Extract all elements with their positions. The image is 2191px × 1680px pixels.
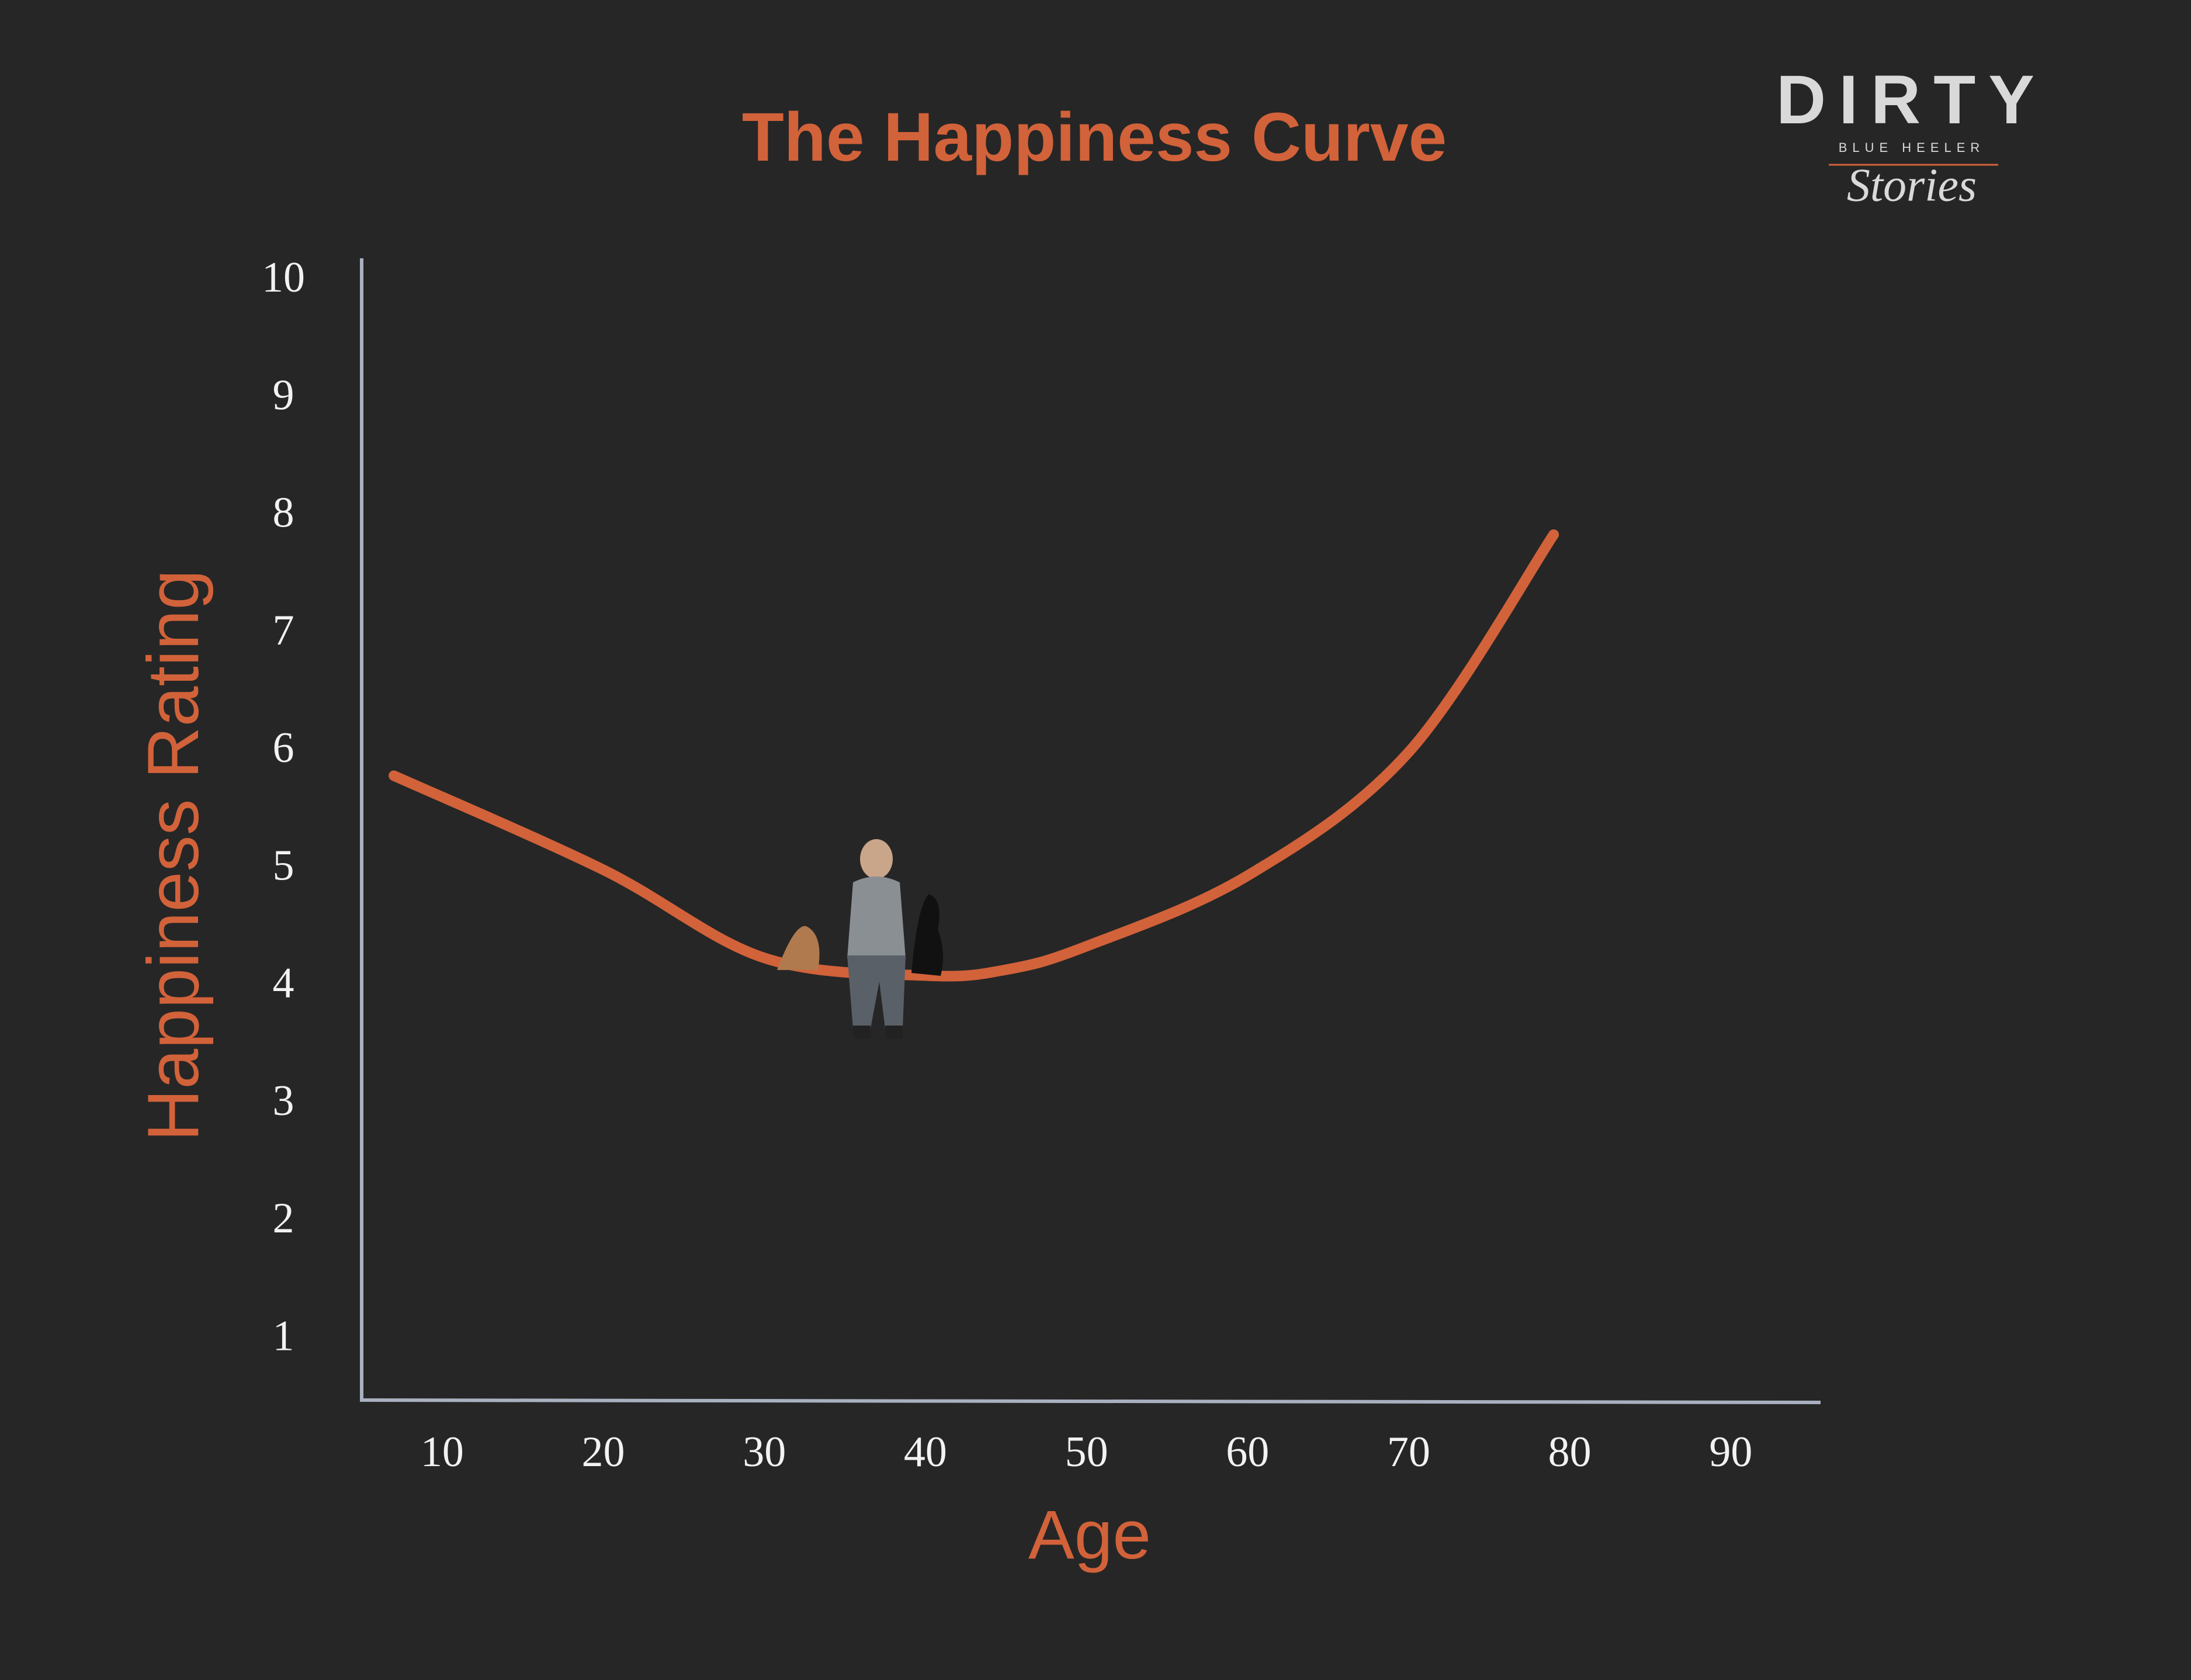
- logo: DIRTY BLUE HEELER Stories: [1776, 61, 2047, 211]
- logo-name: DIRTY: [1776, 61, 2047, 138]
- y-tick-label: 4: [273, 959, 294, 1007]
- x-tick-label: 60: [1226, 1428, 1269, 1476]
- y-tick-label: 5: [273, 841, 294, 889]
- logo-script: Stories: [1847, 160, 1977, 211]
- logo-tagline: BLUE HEELER: [1839, 140, 1985, 155]
- y-tick-label: 10: [262, 254, 305, 302]
- x-tick-label: 10: [421, 1428, 464, 1476]
- x-tick-label: 50: [1065, 1428, 1108, 1476]
- plot-area: 1 2 3 4 5 6 7 8 9 10 10 20 30 40 50 60 70 80 90: [262, 254, 1752, 1476]
- person-illustration: [777, 839, 943, 1038]
- x-tick-label: 70: [1387, 1428, 1430, 1476]
- x-tick-label: 40: [904, 1428, 947, 1476]
- x-tick-label: 20: [582, 1428, 625, 1476]
- y-tick-label: 9: [273, 371, 294, 419]
- y-tick-label: 2: [273, 1194, 294, 1242]
- x-axis-label: Age: [1028, 1497, 1151, 1574]
- chart-title: The Happiness Curve: [742, 99, 1447, 176]
- y-tick-label: 6: [273, 724, 294, 772]
- x-axis: [359, 1398, 1821, 1404]
- x-tick-label: 90: [1709, 1428, 1752, 1476]
- y-axis-label: Happiness Rating: [133, 570, 214, 1142]
- y-tick-label: 3: [273, 1077, 294, 1125]
- x-tick-label: 30: [743, 1428, 786, 1476]
- y-tick-label: 1: [273, 1312, 294, 1360]
- line-series: [389, 529, 1559, 982]
- y-tick-label: 7: [273, 607, 294, 654]
- x-tick-label: 80: [1548, 1428, 1592, 1476]
- y-tick-label: 8: [273, 489, 294, 537]
